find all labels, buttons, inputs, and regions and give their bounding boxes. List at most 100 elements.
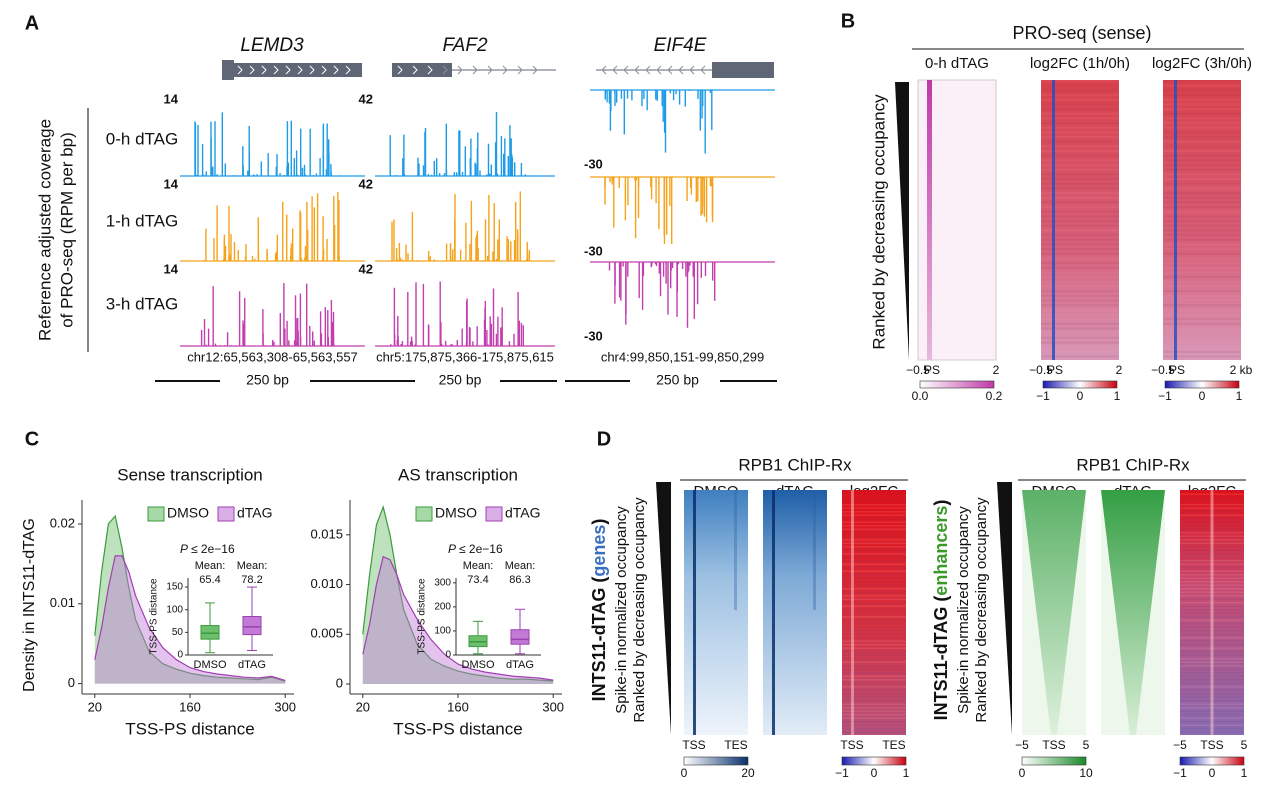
heatmap-texture bbox=[842, 682, 906, 684]
heatmap-texture bbox=[1163, 350, 1241, 353]
colorbar-label: 1 bbox=[1236, 389, 1243, 403]
chevron bbox=[623, 65, 629, 75]
heatmap-texture bbox=[1041, 322, 1119, 325]
legend-swatch bbox=[217, 506, 235, 522]
heatmap-texture bbox=[842, 724, 906, 726]
density-area bbox=[94, 516, 286, 684]
heatmap-texture bbox=[842, 633, 906, 635]
heatmap-texture bbox=[1163, 80, 1241, 82]
inset-y-tick-label: 100 bbox=[166, 604, 183, 615]
heatmap-texture bbox=[842, 493, 906, 495]
density-line bbox=[362, 504, 554, 682]
heatmap-texture bbox=[1163, 98, 1241, 101]
heatmap-texture bbox=[1041, 332, 1119, 335]
heatmap-texture bbox=[842, 605, 906, 607]
heatmap-signal bbox=[927, 80, 932, 360]
gene-name: FAF2 bbox=[442, 35, 487, 56]
x-axis-label: TSS-PS distance bbox=[125, 719, 254, 738]
chevron bbox=[297, 65, 303, 75]
heatmap-signal bbox=[734, 490, 737, 610]
x-tick-label: −5 bbox=[1173, 738, 1187, 752]
heatmap-texture bbox=[842, 490, 906, 492]
legend-swatch bbox=[415, 506, 433, 522]
heatmap-signal bbox=[1052, 80, 1055, 360]
p-value: P ≤ 2e−16 bbox=[180, 542, 235, 556]
y-axis-label: Reference adjusted coverage bbox=[35, 119, 54, 341]
heatmap-texture bbox=[1041, 159, 1119, 162]
heatmap-texture bbox=[842, 574, 906, 576]
y-tick-label: 0 bbox=[68, 675, 75, 690]
colorbar-label: 0 bbox=[1209, 766, 1216, 780]
heatmap-texture bbox=[1041, 126, 1119, 129]
density-area bbox=[362, 556, 554, 685]
heatmap-texture bbox=[1163, 332, 1241, 335]
heatmap-texture bbox=[1163, 243, 1241, 246]
heatmap-texture bbox=[1163, 136, 1241, 139]
legend-swatch bbox=[485, 506, 503, 522]
scale-bar-label: 250 bp bbox=[439, 372, 482, 388]
heatmap-texture bbox=[1163, 150, 1241, 153]
heatmap-texture bbox=[842, 591, 906, 593]
y-axis-label: Ranked by decreasing occupancy bbox=[869, 94, 888, 350]
heatmap-texture bbox=[1041, 140, 1119, 143]
heatmap-texture bbox=[842, 703, 906, 705]
heatmap-texture bbox=[1041, 248, 1119, 251]
heatmap-texture bbox=[1041, 299, 1119, 302]
x-tick-label: 160 bbox=[447, 699, 469, 714]
heatmap-texture bbox=[1041, 131, 1119, 134]
heatmap-texture bbox=[1041, 210, 1119, 213]
heatmap-texture bbox=[842, 570, 906, 572]
heatmap-texture bbox=[1041, 327, 1119, 330]
x-tick-label: 2 kb bbox=[1230, 363, 1253, 377]
heatmap-title: log2FC (3h/0h) bbox=[1152, 55, 1252, 72]
heatmap-texture bbox=[1163, 271, 1241, 274]
heatmap-texture bbox=[1041, 80, 1119, 82]
chevron bbox=[412, 65, 418, 75]
inset-x-label: DMSO bbox=[194, 659, 227, 671]
chevron bbox=[517, 65, 523, 75]
chevron bbox=[249, 65, 255, 75]
inset-y-tick-label: 100 bbox=[434, 626, 451, 637]
colorbar bbox=[1164, 380, 1240, 389]
heatmap-texture bbox=[1163, 299, 1241, 302]
chevron bbox=[273, 65, 279, 75]
heatmap-texture bbox=[842, 679, 906, 681]
heatmap-texture bbox=[842, 539, 906, 541]
heatmap-signal bbox=[1210, 490, 1214, 735]
heatmap-texture bbox=[1163, 252, 1241, 255]
x-tick-label: 2 bbox=[993, 363, 1000, 377]
heatmap-texture bbox=[842, 584, 906, 586]
p-value: P ≤ 2e−16 bbox=[448, 542, 503, 556]
heatmap-texture bbox=[1163, 355, 1241, 358]
heatmap-texture bbox=[1163, 131, 1241, 134]
heatmap-texture bbox=[1163, 341, 1241, 344]
y-axis-label: Density in INTS11-dTAG bbox=[21, 518, 38, 692]
track-scale: 14 bbox=[164, 91, 179, 106]
heatmap-texture bbox=[1041, 173, 1119, 176]
track-scale: 42 bbox=[359, 91, 373, 106]
heatmap-texture bbox=[842, 672, 906, 674]
heatmap-texture bbox=[1163, 266, 1241, 269]
panel-letter: D bbox=[597, 428, 611, 450]
x-tick-label: TES bbox=[724, 738, 747, 752]
x-tick-label: 20 bbox=[356, 699, 370, 714]
mean-label: Mean: bbox=[237, 560, 268, 572]
heatmap-texture bbox=[1041, 336, 1119, 339]
heatmap-texture bbox=[1041, 122, 1119, 125]
mean-value: 73.4 bbox=[467, 574, 488, 586]
mean-value: 65.4 bbox=[199, 574, 220, 586]
y-axis-label: INTS11-dTAG (enhancers) bbox=[931, 500, 951, 721]
heatmap-texture bbox=[842, 507, 906, 509]
heatmap-texture bbox=[842, 619, 906, 621]
heatmap-texture bbox=[1163, 280, 1241, 283]
scale-bar-label: 250 bp bbox=[656, 372, 699, 388]
condition-label: 0-h dTAG bbox=[106, 129, 178, 148]
colorbar-label: −1 bbox=[835, 766, 849, 780]
inset-y-tick-label: 200 bbox=[434, 602, 451, 613]
heatmap-texture bbox=[1163, 140, 1241, 143]
mean-label: Mean: bbox=[463, 560, 494, 572]
mean-value: 86.3 bbox=[509, 574, 530, 586]
heatmap-texture bbox=[1041, 103, 1119, 106]
inset-x-label: dTAG bbox=[238, 659, 266, 671]
x-tick-label: PS bbox=[1169, 363, 1185, 377]
